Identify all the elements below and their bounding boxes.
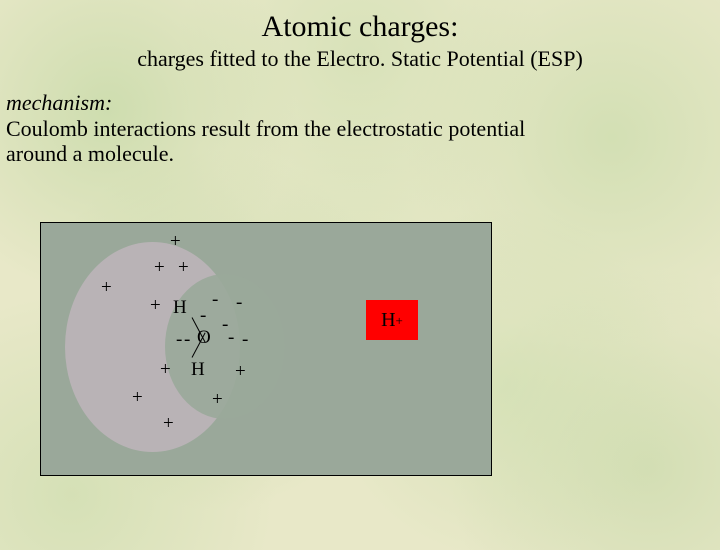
atom-label-o-1: O [197, 328, 211, 347]
minus-mark-0: - [212, 290, 218, 309]
page-subtitle: charges fitted to the Electro. Static Po… [0, 46, 720, 72]
plus-mark-2: + [178, 258, 189, 277]
mechanism-text-line2: around a molecule. [6, 141, 720, 166]
mechanism-label: mechanism: [6, 90, 720, 116]
minus-mark-7: - [242, 330, 248, 349]
mechanism-text-line1: Coulomb interactions result from the ele… [6, 116, 720, 141]
atom-label-h-2: H [191, 360, 205, 379]
page-title: Atomic charges: [0, 10, 720, 44]
plus-mark-1: + [154, 258, 165, 277]
plus-mark-7: + [212, 390, 223, 409]
minus-mark-2: - [200, 306, 206, 325]
minus-mark-1: - [236, 293, 242, 312]
minus-mark-4: - [176, 330, 182, 349]
atom-label-h-0: H [173, 298, 187, 317]
plus-mark-5: + [160, 360, 171, 379]
plus-mark-6: + [132, 388, 143, 407]
plus-mark-0: + [170, 232, 181, 251]
minus-mark-6: - [228, 328, 234, 347]
h-plus-ion: H+ [366, 300, 418, 340]
plus-mark-3: + [101, 278, 112, 297]
plus-mark-4: + [150, 296, 161, 315]
plus-mark-9: + [235, 362, 246, 381]
potential-ellipse-1 [165, 274, 285, 419]
minus-mark-5: - [184, 330, 190, 349]
plus-mark-8: + [163, 414, 174, 433]
